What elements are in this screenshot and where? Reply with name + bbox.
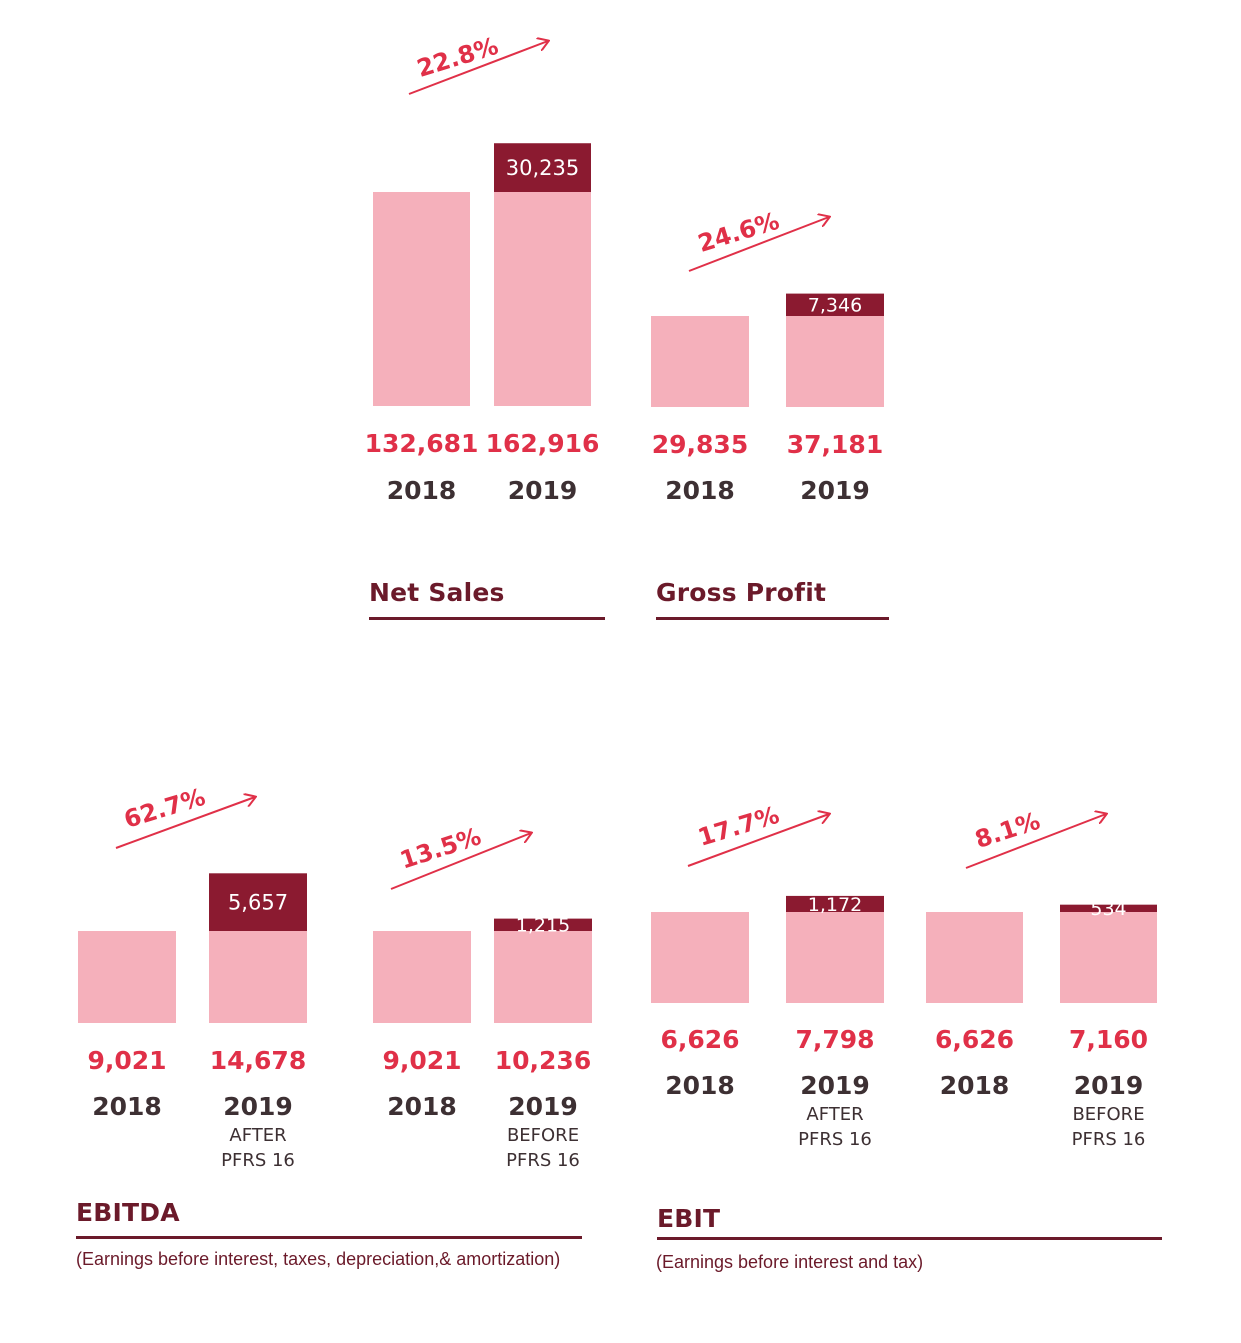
chart1-year-label-2018: 2018 (387, 476, 457, 505)
chart1-value-label-2018: 132,681 (365, 429, 479, 458)
chart6-increment-label: 534 (1090, 898, 1126, 920)
chart3-growth-arrow-icon (115, 797, 255, 849)
chart6-growth-arrow-icon (965, 814, 1106, 869)
ebit-title: EBIT (657, 1204, 721, 1233)
chart5-bar-2019-increment (786, 895, 884, 912)
gross-profit-underline (656, 617, 889, 620)
chart3-growth-label: 62.7% (121, 783, 209, 834)
chart1-bar-2019-base (494, 192, 591, 406)
chart5-value-label-2019: 7,798 (795, 1025, 874, 1054)
chart5-bar-2018-base (651, 912, 749, 1003)
chart2-value-label-2018: 29,835 (652, 430, 748, 459)
chart4-bar-2019-base (494, 931, 592, 1023)
chart3-increment-label: 5,657 (228, 891, 288, 915)
ebitda-title: EBITDA (76, 1198, 180, 1227)
chart3-year-note-line2: PFRS 16 (221, 1150, 295, 1171)
chart1-year-label-2019: 2019 (508, 476, 578, 505)
chart3-value-label-2018: 9,021 (87, 1046, 166, 1075)
chart5-year-note-line2: PFRS 16 (798, 1129, 872, 1150)
gross-profit-title: Gross Profit (656, 578, 827, 607)
chart5-year-label-2019: 2019 (800, 1071, 870, 1100)
chart3-bar-2019-base (209, 931, 307, 1023)
chart5-value-label-2018: 6,626 (660, 1025, 739, 1054)
chart2-bar-2019-base (786, 316, 884, 407)
chart3-year-label-2019: 2019 (223, 1092, 293, 1121)
chart6-value-label-2018: 6,626 (935, 1025, 1014, 1054)
chart5-year-note-line1: AFTER (806, 1104, 863, 1125)
chart6-growth-label: 8.1% (972, 807, 1044, 854)
chart3-bar-2019-increment (209, 873, 307, 931)
chart4-growth-label: 13.5% (397, 822, 485, 874)
chart6-bar-2019-increment (1060, 904, 1157, 912)
chart6-year-note-line2: PFRS 16 (1072, 1129, 1146, 1150)
chart2-year-label-2019: 2019 (800, 476, 870, 505)
net-sales-underline (369, 617, 605, 620)
chart4-year-note-line1: BEFORE (507, 1125, 579, 1146)
chart6-year-note-line1: BEFORE (1072, 1104, 1144, 1125)
chart3-year-note-line1: AFTER (229, 1125, 286, 1146)
chart2-bar-2019-increment (786, 293, 884, 316)
chart1-bar-2018-base (373, 192, 470, 406)
chart6-year-label-2018: 2018 (940, 1071, 1010, 1100)
ebitda-subtitle: (Earnings before interest, taxes, deprec… (76, 1249, 561, 1269)
chart6-value-label-2019: 7,160 (1069, 1025, 1148, 1054)
chart4-value-label-2019: 10,236 (495, 1046, 591, 1075)
chart3-value-label-2019: 14,678 (210, 1046, 306, 1075)
chart5-bar-2019-base (786, 912, 884, 1003)
chart2-growth-label: 24.6% (695, 207, 783, 258)
chart4-year-label-2018: 2018 (387, 1092, 457, 1121)
chart4-increment-label: 1,215 (516, 915, 570, 937)
chart1-value-label-2019: 162,916 (486, 429, 600, 458)
chart2-bar-2018-base (651, 316, 749, 407)
chart2-growth-arrow-icon (688, 217, 829, 272)
chart1-growth-arrow-icon (408, 41, 548, 95)
chart4-growth-arrow-icon (390, 833, 531, 890)
chart5-growth-label: 17.7% (695, 801, 783, 852)
chart4-bar-2019-increment (494, 918, 592, 931)
chart6-bar-2018-base (926, 912, 1023, 1003)
chart3-year-label-2018: 2018 (92, 1092, 162, 1121)
chart4-year-label-2019: 2019 (508, 1092, 578, 1121)
chart6-year-label-2019: 2019 (1074, 1071, 1144, 1100)
ebit-underline (657, 1237, 1162, 1240)
chart5-growth-arrow-icon (687, 814, 829, 867)
chart1-bar-2019-increment (494, 143, 591, 192)
chart2-increment-label: 7,346 (808, 295, 862, 317)
ebit-subtitle: (Earnings before interest and tax) (656, 1252, 924, 1272)
chart4-year-note-line2: PFRS 16 (506, 1150, 580, 1171)
chart4-bar-2018-base (373, 931, 471, 1023)
net-sales-title: Net Sales (369, 578, 505, 607)
chart2-year-label-2018: 2018 (665, 476, 735, 505)
chart2-value-label-2019: 37,181 (787, 430, 883, 459)
chart1-increment-label: 30,235 (506, 156, 579, 180)
chart4-value-label-2018: 9,021 (382, 1046, 461, 1075)
chart5-increment-label: 1,172 (808, 894, 862, 916)
chart3-bar-2018-base (78, 931, 176, 1023)
chart5-year-label-2018: 2018 (665, 1071, 735, 1100)
chart6-bar-2019-base (1060, 912, 1157, 1003)
ebitda-underline (76, 1236, 582, 1239)
